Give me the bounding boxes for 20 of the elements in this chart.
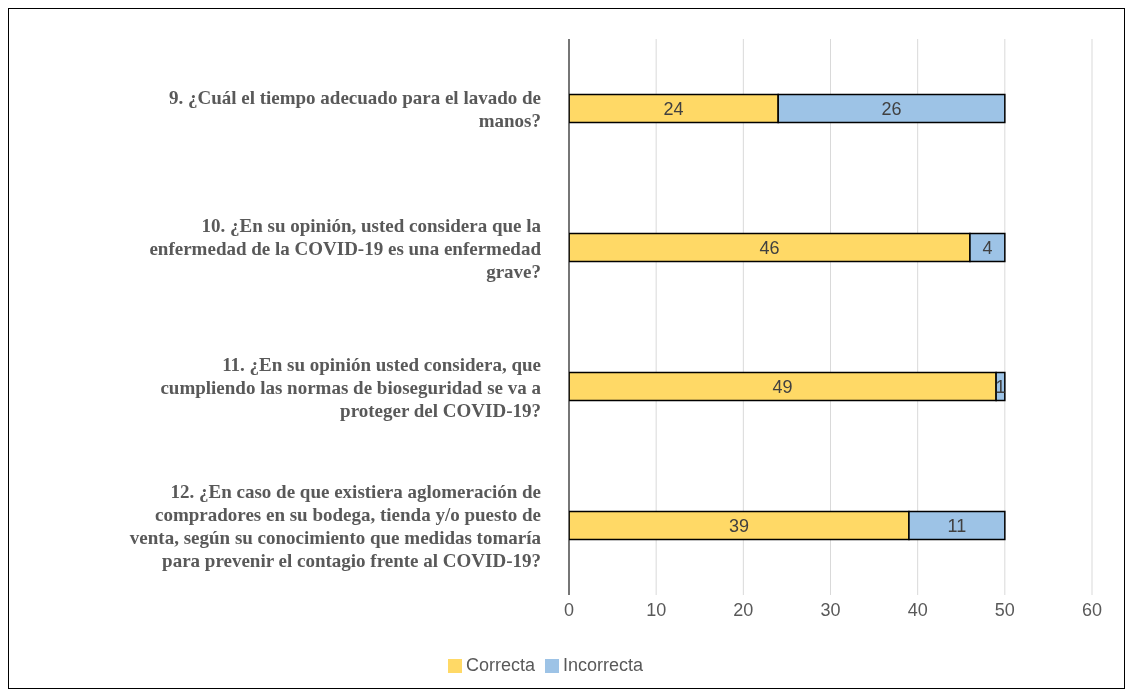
x-tick-label: 0	[563, 599, 575, 620]
x-tick-label: 50	[994, 599, 1015, 620]
data-label: 26	[881, 98, 902, 119]
data-label: 11	[947, 515, 967, 536]
data-label: 4	[982, 237, 993, 258]
data-label: 39	[728, 515, 749, 536]
y-tick-label: 9. ¿Cuál el tiempo adecuado para el lavado de manos?	[168, 87, 541, 131]
x-tick-label: 40	[907, 599, 928, 620]
y-tick-label: 10. ¿En su opinión, usted considera que la enfermedad de la COVID-19 es una enfermedad grave?	[149, 214, 542, 282]
legend-label: Incorrecta	[562, 655, 644, 675]
x-tick-label: 10	[646, 599, 667, 620]
y-tick-label: 12. ¿En caso de que existiera aglomeración de compradores en su bodega, tienda y/o puesto de venta, según su conocimiento que medidas tomaría para prevenir el contagio frente al COVID-19?	[129, 481, 542, 571]
legend-label: Correcta	[465, 655, 535, 675]
y-tick-label: 11. ¿En su opinión usted considera, que cumpliendo las normas de bioseguridad se va a proteger del COVID-19?	[160, 353, 542, 421]
data-label: 24	[663, 98, 684, 119]
x-tick-label: 60	[1081, 599, 1103, 620]
x-tick-label: 20	[733, 599, 754, 620]
data-label: 49	[772, 376, 793, 397]
x-tick-label: 30	[820, 599, 841, 620]
data-label: 46	[759, 237, 780, 258]
